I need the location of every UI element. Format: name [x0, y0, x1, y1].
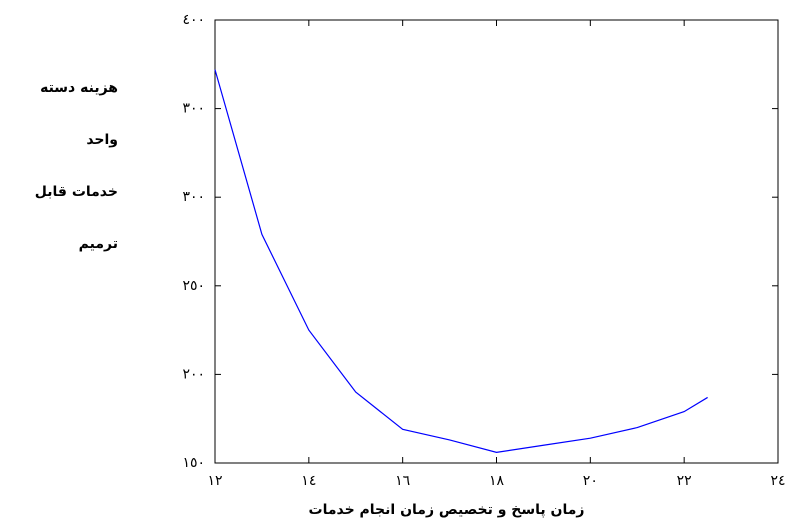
x-tick-label: ١٢: [207, 473, 222, 489]
y-tick-label: ٣٠٠: [182, 101, 205, 117]
y-tick-label: ٤٠٠: [182, 12, 205, 28]
x-tick-label: ١٤: [301, 473, 316, 489]
y-tick-label: ٢٥٠: [182, 278, 205, 294]
x-tick-label: ١٦: [395, 473, 410, 489]
y-tick-label: ٢٠٠: [182, 366, 205, 382]
x-axis-label: زمان پاسخ و تخصیص زمان انجام خدمات: [309, 502, 585, 518]
x-tick-label: ٢٠: [583, 473, 598, 489]
y-tick-label: ٣٠٠: [182, 189, 205, 205]
y-axis-label: هزینه دسته: [40, 80, 118, 96]
line-series: [214, 69, 708, 453]
y-axis-label: واحد: [86, 132, 118, 148]
x-tick-label: ٢٢: [677, 473, 692, 489]
y-tick-label: ١٥٠: [182, 455, 205, 471]
y-axis-label: ترمیم: [79, 236, 118, 252]
x-tick-label: ٢٤: [770, 473, 785, 489]
x-tick-label: ١٨: [489, 473, 505, 489]
y-axis-label: خدمات قابل: [35, 184, 118, 200]
plot-frame: [214, 19, 779, 464]
